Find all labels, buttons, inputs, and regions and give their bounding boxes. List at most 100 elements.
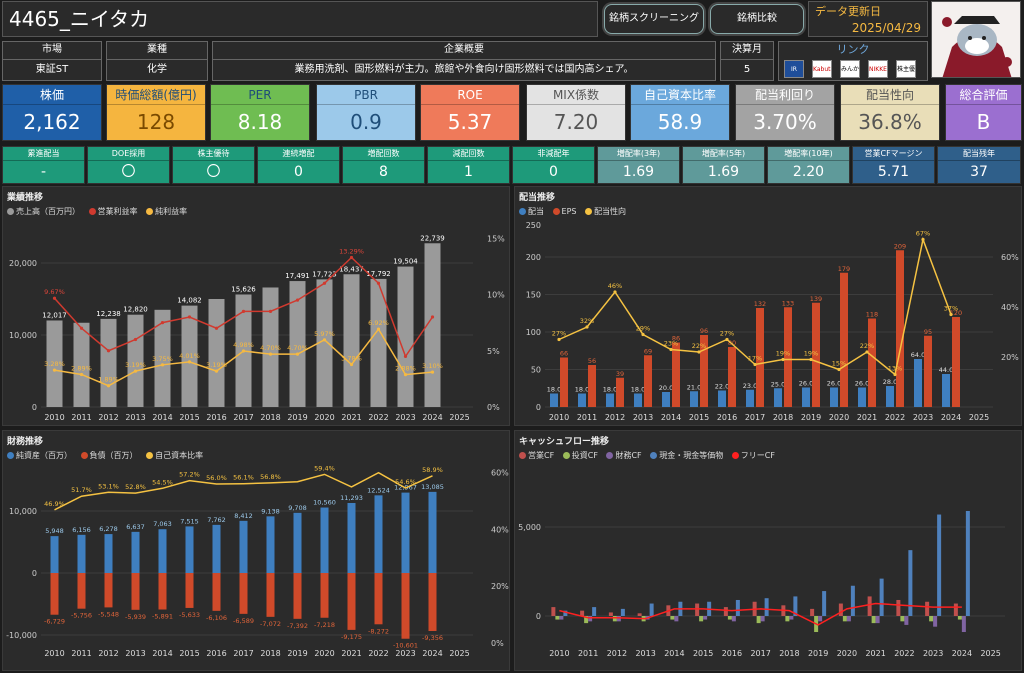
cash-bar	[879, 578, 884, 616]
dividend-bar	[634, 393, 642, 407]
bar-data-label: 12,017	[42, 311, 67, 319]
bar-data-label: -5,891	[152, 613, 173, 621]
liabilities-bar	[50, 573, 59, 615]
nikkei-link-icon[interactable]: NIKKEI	[868, 60, 888, 78]
minkabu-link-icon[interactable]: みんかぶ	[840, 60, 860, 78]
kpi-label: 株価	[3, 85, 101, 105]
x-tick-label: 2025	[449, 649, 469, 658]
financing-cf-bar	[789, 616, 794, 620]
net-assets-bar	[266, 516, 275, 573]
cash-bar	[822, 591, 827, 616]
performance-legend: 売上高（百万円） 営業利益率 純利益率	[7, 206, 193, 217]
dividend-panel: 配当推移 配当 EPS 配当性向 250 200 150 100 50 0 60% 40% 20…	[514, 186, 1022, 426]
investing-cf-bar	[699, 616, 704, 622]
bar-data-label: 26.0	[799, 380, 813, 388]
bar-data-label: 7,515	[180, 517, 199, 525]
payout-ratio-point	[893, 372, 897, 377]
sub-kpi-card: 増配率(10年) 2.20	[767, 146, 850, 184]
net-margin-point	[106, 384, 111, 388]
legend-item: 純利益率	[146, 207, 187, 216]
x-tick-label: 2015	[689, 413, 709, 422]
sub-kpi-label: 営業CFマージン	[853, 147, 934, 161]
dividend-bar	[606, 393, 614, 407]
cashflow-legend: 営業CF 投資CF 財務CF 現金・現金等価物 フリーCF	[519, 450, 781, 461]
operating-margin-point	[403, 354, 408, 358]
bar-data-label: 22,739	[420, 234, 445, 242]
sub-kpi-label: 累進配当	[3, 147, 84, 161]
line-data-label: 6.92%	[368, 319, 389, 327]
x-tick-label: 2018	[773, 413, 793, 422]
legend-item: 投資CF	[562, 451, 598, 460]
bar-data-label: 18.0	[547, 386, 561, 394]
bar-data-label: 12,524	[367, 486, 390, 494]
operating-cf-bar	[896, 599, 901, 616]
kpi-label: 配当利回り	[736, 85, 834, 105]
y2-tick-label: 40%	[491, 525, 509, 534]
bar-data-label: 18.0	[575, 386, 589, 394]
x-tick-label: 2022	[368, 413, 388, 422]
dividend-title: 配当推移	[519, 193, 556, 203]
update-label: データ更新日	[815, 5, 881, 18]
line-data-label: 19%	[776, 350, 790, 358]
operating-cf-bar	[810, 608, 815, 616]
payout-ratio-point	[669, 347, 673, 352]
cashflow-panel: キャッシュフロー推移 営業CF 投資CF 財務CF 現金・現金等価物 フリーCF…	[514, 430, 1022, 671]
liabilities-bar	[266, 573, 275, 617]
net-assets-bar	[104, 534, 113, 573]
line-data-label: 3.75%	[152, 355, 173, 363]
kpi-value: 58.9	[657, 110, 703, 134]
dividend-bar	[746, 389, 754, 407]
bar-data-label: 28.0	[883, 378, 897, 386]
yutai-link-icon[interactable]: 株主優待	[896, 60, 916, 78]
cash-bar	[793, 596, 798, 616]
line-data-label: 54.5%	[152, 478, 173, 486]
x-tick-label: 2020	[829, 413, 849, 422]
legend-item: 財務CF	[606, 451, 642, 460]
dividend-bar	[830, 387, 838, 407]
sub-kpi-label: 増配率(5年)	[683, 147, 764, 161]
cash-bar	[620, 608, 625, 616]
operating-margin-point	[133, 337, 138, 342]
bar-data-label: 39	[616, 370, 624, 378]
bar-data-label: 17,792	[366, 270, 391, 278]
bar-data-label: -6,729	[44, 618, 65, 626]
x-tick-label: 2021	[341, 413, 361, 422]
dividend-bar	[662, 392, 670, 407]
y-tick-label: 200	[526, 253, 541, 262]
x-tick-label: 2024	[952, 649, 972, 658]
line-data-label: 13.29%	[339, 247, 364, 255]
compare-button[interactable]: 銘柄比較	[710, 4, 804, 34]
update-date: 2025/04/29	[851, 21, 921, 35]
eps-bar	[840, 272, 848, 407]
dividend-bar	[690, 391, 698, 407]
investing-cf-bar	[900, 616, 905, 622]
irbank-link-icon[interactable]: IR BANK	[784, 60, 804, 78]
x-tick-label: 2020	[837, 649, 857, 658]
bar-data-label: 26.0	[827, 380, 841, 388]
line-data-label: 56.1%	[233, 474, 254, 482]
sub-kpi-value: 37	[970, 164, 988, 180]
payout-ratio-point	[781, 357, 785, 362]
eps-bar	[952, 317, 960, 407]
liabilities-bar	[185, 573, 194, 608]
payout-ratio-point	[837, 367, 841, 372]
bar-data-label: 14,082	[177, 297, 202, 305]
cashflow-chart: 5,000 0 2010 2011 2012 2013 2014 2015 2016 2017 20…	[518, 510, 1005, 658]
market-value: 東証ST	[35, 64, 69, 75]
line-data-label: 54.6%	[395, 478, 416, 486]
bar-data-label: 179	[838, 265, 850, 273]
y-tick-label: 5,000	[518, 523, 541, 532]
operating-margin-point	[214, 326, 219, 330]
bar-data-label: 95	[924, 328, 932, 336]
bar-data-label: 18.0	[631, 386, 645, 394]
net-assets-bar	[320, 507, 329, 573]
kpi-value: 7.20	[553, 110, 599, 134]
bar-data-label: 44.0	[939, 366, 953, 374]
kabutan-link-icon[interactable]: Kabutan	[812, 60, 832, 78]
x-tick-label: 2017	[233, 649, 253, 658]
operating-margin-point	[187, 315, 192, 319]
financing-cf-bar	[818, 616, 823, 622]
industry-cell: 業種 化学	[106, 41, 208, 81]
screening-button[interactable]: 銘柄スクリーニング	[604, 4, 704, 34]
x-tick-label: 2012	[605, 413, 625, 422]
